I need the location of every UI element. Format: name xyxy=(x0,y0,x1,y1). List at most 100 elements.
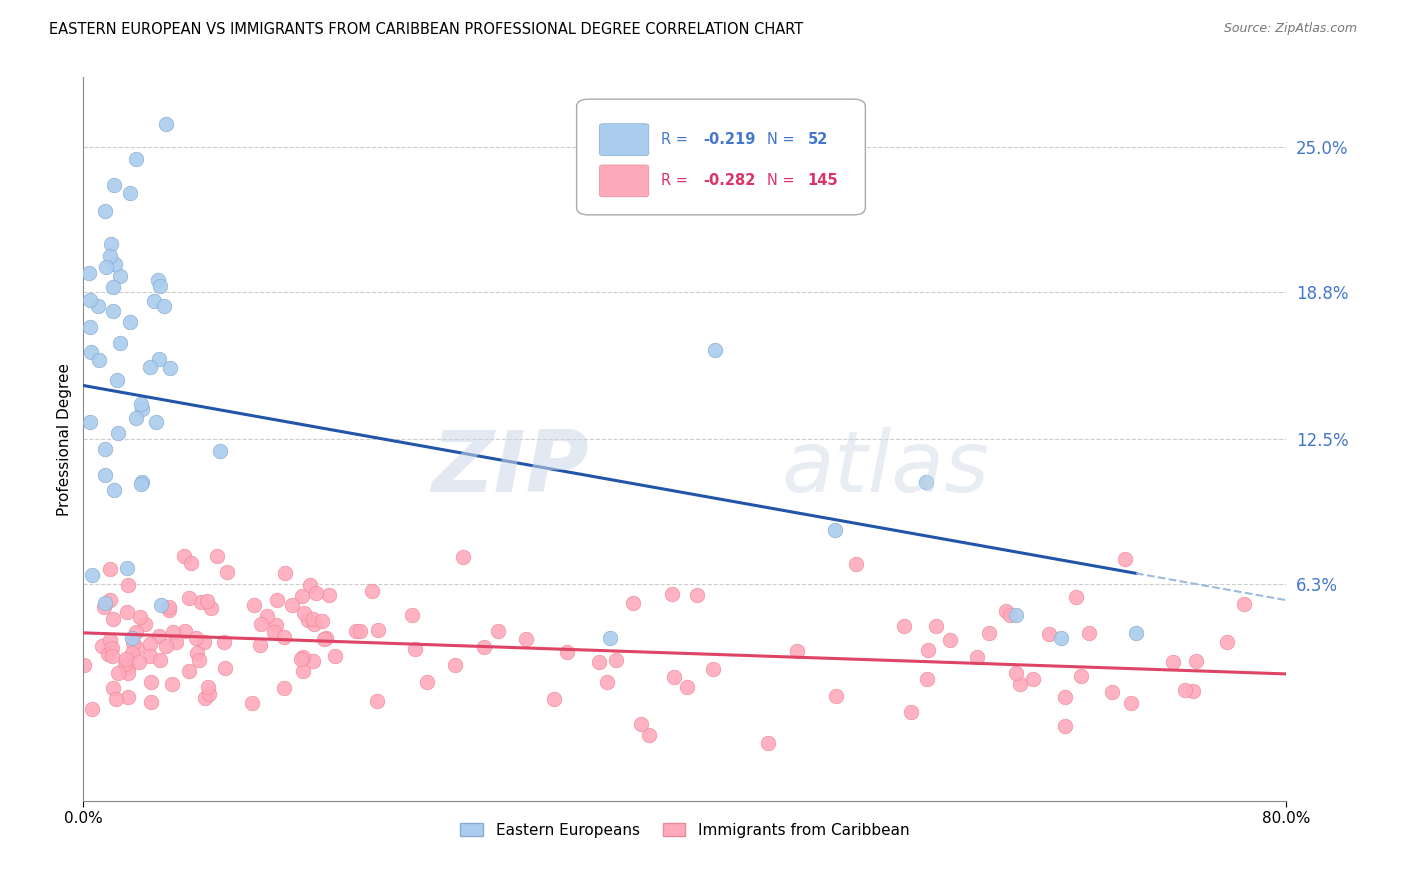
Point xyxy=(101,648,124,663)
Point xyxy=(212,635,235,649)
Point xyxy=(80,567,103,582)
Text: -0.219: -0.219 xyxy=(703,132,755,147)
Point xyxy=(103,178,125,192)
Point xyxy=(177,591,200,605)
Point xyxy=(264,618,287,632)
Point xyxy=(125,152,148,166)
Point xyxy=(94,596,117,610)
Point xyxy=(1216,635,1239,649)
Point xyxy=(139,695,162,709)
Point xyxy=(900,705,922,719)
Point xyxy=(444,658,467,673)
Point xyxy=(786,644,808,658)
Point xyxy=(1053,690,1076,704)
Point xyxy=(474,640,496,654)
Point xyxy=(101,681,124,695)
Point xyxy=(661,587,683,601)
Point xyxy=(93,600,115,615)
Point xyxy=(194,690,217,705)
Text: ZIP: ZIP xyxy=(432,426,589,509)
Point xyxy=(596,675,619,690)
Point xyxy=(146,273,169,287)
Point xyxy=(676,680,699,694)
Point xyxy=(159,361,181,376)
Point xyxy=(129,477,152,491)
Point xyxy=(266,592,288,607)
Point xyxy=(315,631,337,645)
Point xyxy=(893,619,915,633)
Point xyxy=(1050,631,1073,645)
Point xyxy=(82,702,104,716)
Point xyxy=(97,648,120,662)
Point xyxy=(630,717,652,731)
Point xyxy=(1004,608,1026,623)
Point xyxy=(638,728,661,742)
Point xyxy=(108,336,131,351)
Point xyxy=(299,577,322,591)
Point xyxy=(107,426,129,441)
Point xyxy=(180,556,202,570)
Text: atlas: atlas xyxy=(782,426,990,509)
Point xyxy=(155,639,177,653)
Point xyxy=(250,617,273,632)
Point xyxy=(139,648,162,663)
Point xyxy=(87,353,110,368)
Y-axis label: Professional Degree: Professional Degree xyxy=(58,363,72,516)
Point xyxy=(103,303,125,318)
Point xyxy=(117,578,139,592)
Point xyxy=(117,660,139,674)
Point xyxy=(297,613,319,627)
Point xyxy=(173,549,195,563)
Point xyxy=(179,665,201,679)
Point xyxy=(142,293,165,308)
Point xyxy=(98,562,121,576)
Point xyxy=(273,630,295,644)
Point xyxy=(149,278,172,293)
Point xyxy=(129,609,152,624)
Point xyxy=(107,665,129,680)
Point xyxy=(291,589,314,603)
Point xyxy=(215,565,238,579)
Point xyxy=(1119,696,1142,710)
Point xyxy=(1182,683,1205,698)
Point xyxy=(302,612,325,626)
Point xyxy=(115,605,138,619)
Point xyxy=(98,249,121,263)
Point xyxy=(291,664,314,678)
Point xyxy=(118,186,141,200)
Text: Source: ZipAtlas.com: Source: ZipAtlas.com xyxy=(1223,22,1357,36)
Point xyxy=(149,653,172,667)
Point xyxy=(360,583,382,598)
Point xyxy=(100,237,122,252)
Point xyxy=(94,204,117,219)
Point xyxy=(134,616,156,631)
Point xyxy=(117,690,139,704)
Point xyxy=(125,625,148,640)
Point xyxy=(108,268,131,283)
Point xyxy=(117,666,139,681)
Point xyxy=(139,637,162,651)
Point xyxy=(193,634,215,648)
Point xyxy=(165,634,187,648)
Point xyxy=(914,475,936,490)
Point xyxy=(148,351,170,366)
Point xyxy=(208,444,231,458)
Point xyxy=(290,652,312,666)
Point xyxy=(704,343,727,357)
Point xyxy=(845,557,868,571)
Point xyxy=(131,397,153,411)
Point xyxy=(157,603,180,617)
Point xyxy=(291,650,314,665)
Point xyxy=(349,624,371,639)
Point xyxy=(79,293,101,308)
Point xyxy=(155,117,177,131)
Point xyxy=(939,633,962,648)
Point xyxy=(1054,719,1077,733)
Point xyxy=(94,468,117,483)
Point xyxy=(190,594,212,608)
Point xyxy=(543,691,565,706)
Point xyxy=(599,631,621,645)
Point xyxy=(1070,669,1092,683)
Text: 52: 52 xyxy=(807,132,828,147)
Point xyxy=(366,694,388,708)
